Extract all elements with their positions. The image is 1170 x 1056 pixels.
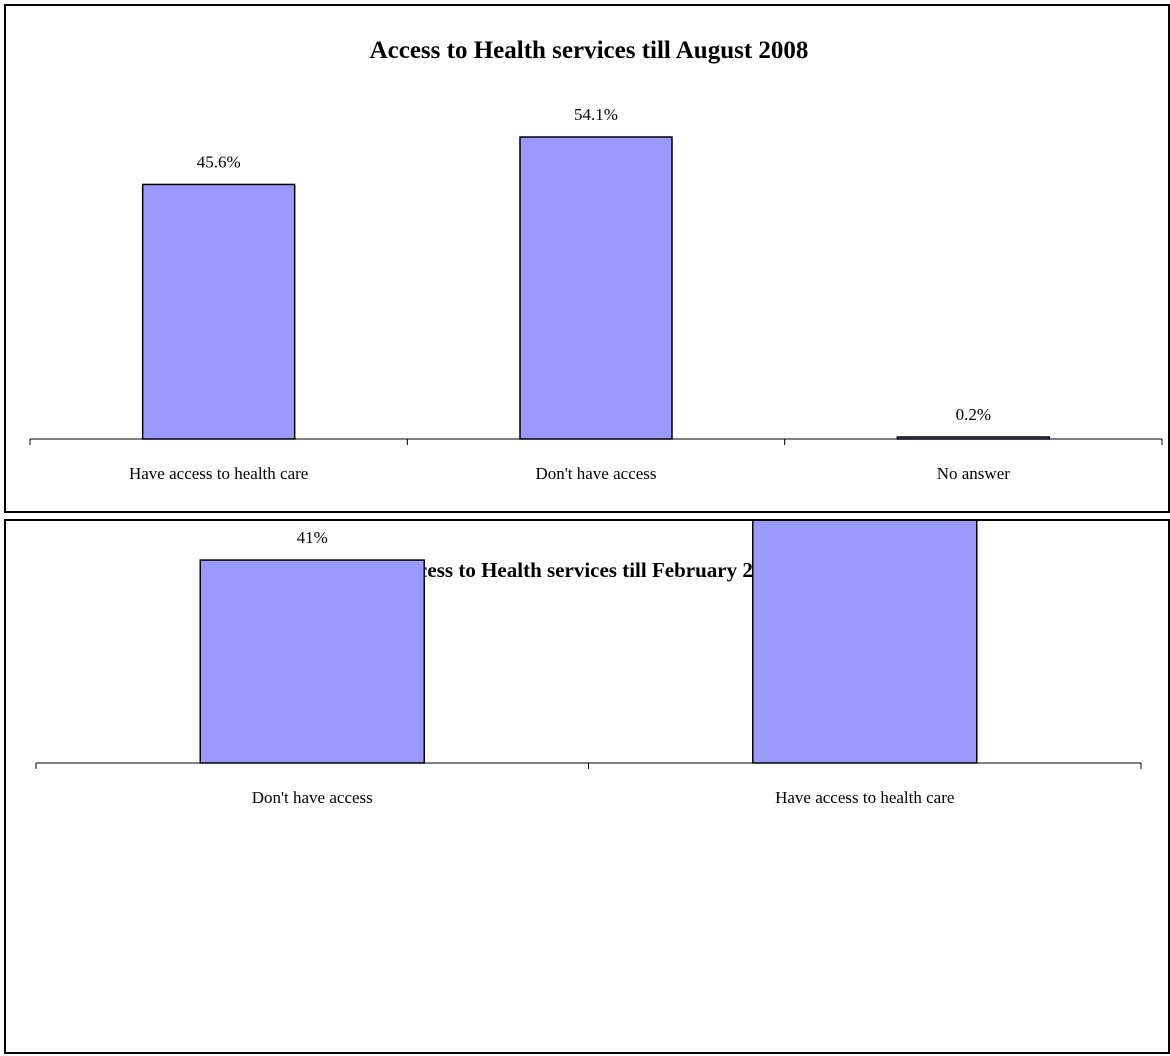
data-label: 0.2%	[956, 405, 991, 424]
bar-august-2008-3	[896, 436, 1051, 440]
chart-panel-august-2008: Access to Health services till August 20…	[4, 4, 1170, 513]
category-label: Don't have access	[535, 464, 656, 483]
bar-august-2008-2	[519, 136, 673, 440]
data-label: 45.6%	[197, 152, 241, 171]
category-label: Have access to health care	[129, 464, 308, 483]
bar-august-2008-1	[141, 183, 296, 440]
category-label: Don't have access	[252, 788, 373, 807]
chart-title: Access to Health services till August 20…	[370, 37, 809, 64]
bar-february-2009-2	[752, 521, 978, 764]
category-label: No answer	[937, 464, 1011, 483]
chart-february-2009-svg: Access to Health services till February …	[35, 521, 1142, 807]
category-label: Have access to health care	[775, 788, 954, 807]
data-label: 54.1%	[574, 105, 618, 124]
bar-february-2009-1	[199, 559, 425, 764]
chart-august-2008-svg: Access to Health services till August 20…	[29, 37, 1163, 483]
data-label: 41%	[297, 528, 328, 547]
chart-title: Access to Health services till February …	[394, 558, 785, 582]
chart-panel-february-2009: Access to Health services till February …	[4, 519, 1170, 1054]
